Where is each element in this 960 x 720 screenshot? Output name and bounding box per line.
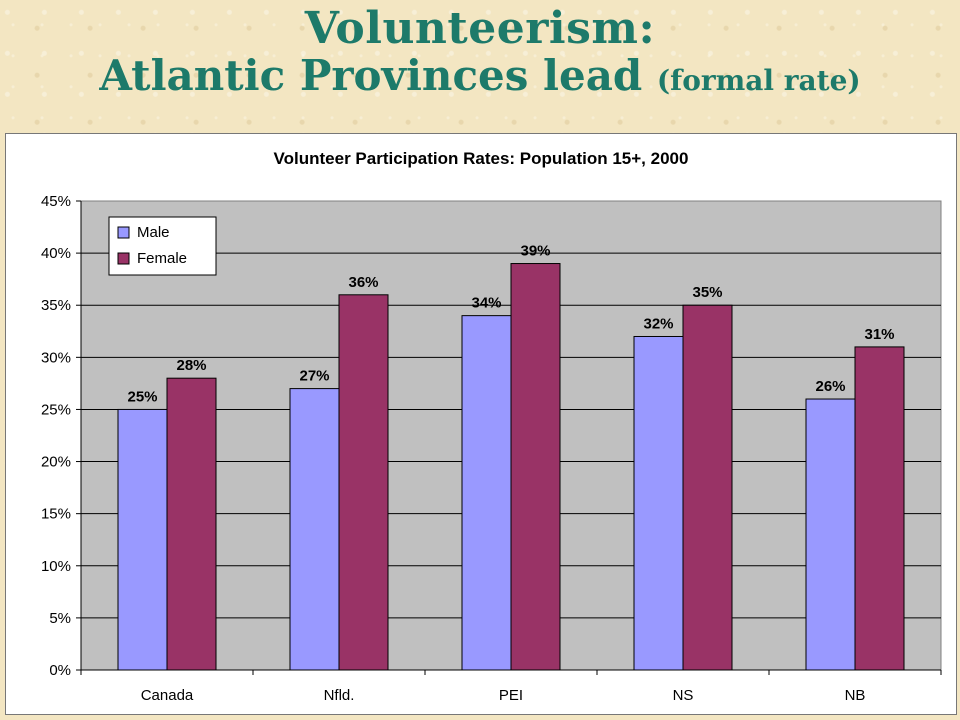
slide-title-main: Atlantic Provinces lead [99,51,643,101]
x-category-label: NB [845,687,866,704]
x-category-label: PEI [499,687,523,704]
bar-male-pei [461,315,512,671]
y-tick-label: 45% [41,193,71,210]
data-label: 34% [471,295,501,312]
bar-male-canada [117,408,168,671]
bar-female-pei [510,263,561,671]
y-tick-label: 15% [41,506,71,523]
bars [117,263,905,671]
data-label: 31% [864,326,894,343]
bar-female-ns [682,304,733,671]
data-label: 35% [692,284,722,301]
y-tick-label: 5% [49,610,71,627]
data-label: 39% [520,243,550,260]
y-axis-ticks: 0% 5% 10% 15% 20% 25% 30% 35% 40% 45% [41,193,71,679]
y-tick-label: 10% [41,558,71,575]
data-label: 25% [127,388,157,405]
x-category-label: Canada [141,687,194,704]
legend: Male Female [108,216,217,276]
y-tick-label: 40% [41,245,71,262]
data-label: 27% [299,368,329,385]
x-category-label: NS [673,687,694,704]
x-axis-categories: Canada Nfld. PEI NS NB [80,670,942,704]
slide-title: Volunteerism: Atlantic Provinces lead (f… [0,3,960,98]
bar-male-ns [633,335,684,671]
chart-container: Volunteer Participation Rates: Populatio… [5,133,957,715]
legend-swatch-male [117,226,130,239]
bar-male-nb [805,398,856,671]
slide-title-qualifier: (formal rate) [656,64,861,98]
legend-label-male: Male [137,224,170,241]
slide-title-line1: Volunteerism: [304,3,656,54]
bar-female-nfld [338,294,389,671]
x-category-label: Nfld. [324,687,355,704]
bar-female-nb [854,346,905,671]
data-label: 28% [176,357,206,374]
y-tick-label: 30% [41,349,71,366]
bar-chart: Volunteer Participation Rates: Populatio… [41,149,942,704]
data-label: 32% [643,315,673,332]
bar-male-nfld [289,388,340,671]
legend-label-female: Female [137,250,187,267]
y-tick-label: 0% [49,662,71,679]
legend-swatch-female [117,252,130,265]
slide-title-line2: Atlantic Provinces lead (formal rate) [0,54,960,98]
data-label: 26% [815,378,845,395]
y-tick-label: 35% [41,297,71,314]
y-tick-label: 20% [41,454,71,471]
data-labels: 25% 28% 27% 36% 34% 39% 32% 35% 26% 31% [127,243,894,406]
chart-title: Volunteer Participation Rates: Populatio… [274,149,689,168]
y-tick-label: 25% [41,401,71,418]
bar-female-canada [166,377,217,671]
data-label: 36% [348,274,378,291]
